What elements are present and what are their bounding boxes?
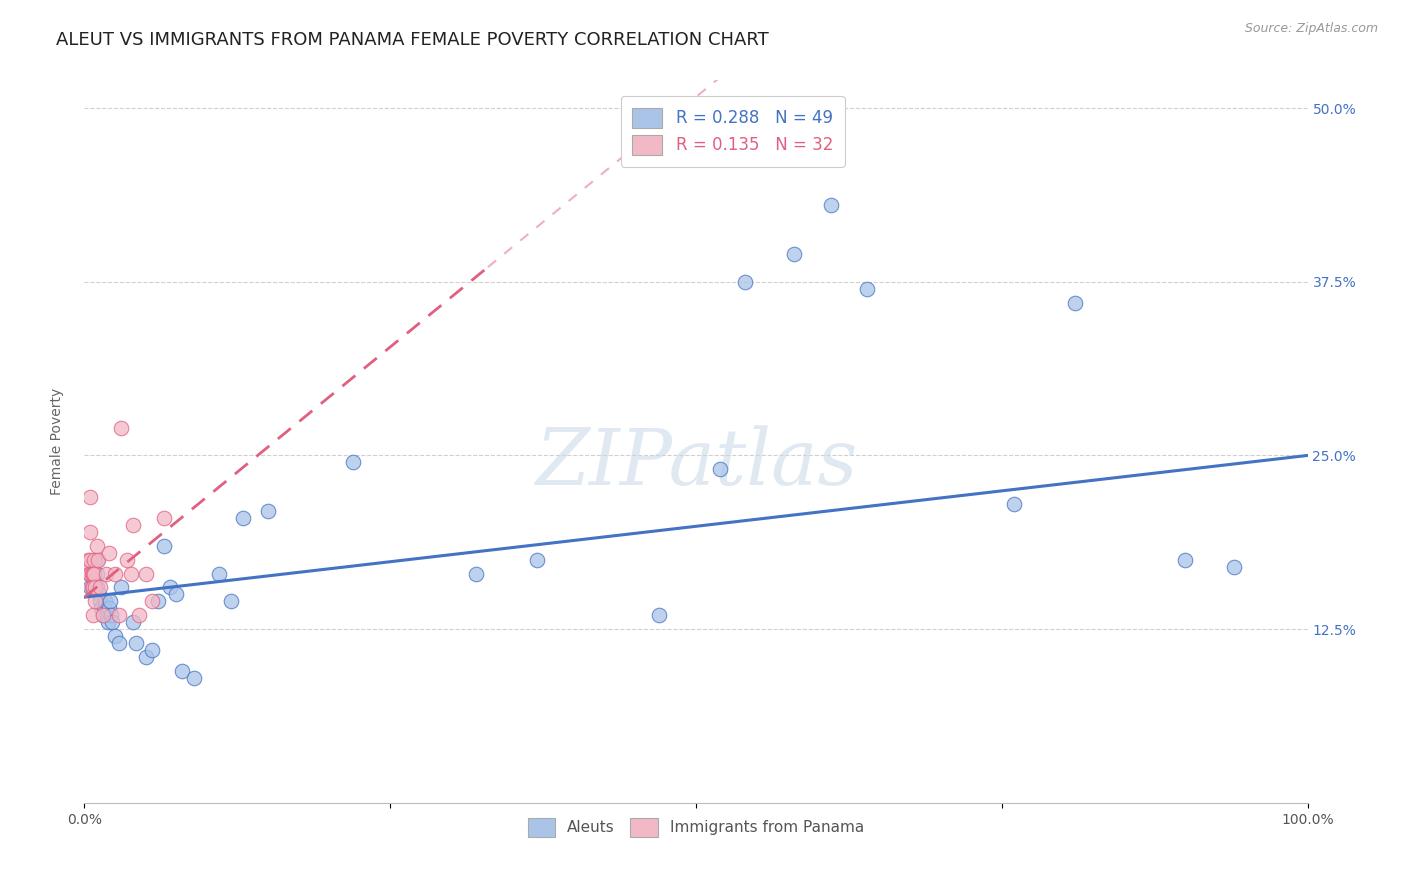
Point [82, 566, 104, 581]
Point [82, 566, 104, 581]
Point [86, 581, 108, 595]
Point [153, 511, 176, 525]
Point [84, 581, 107, 595]
Point [135, 566, 157, 581]
Point [83, 552, 105, 566]
Point [77, 552, 100, 566]
Point [80, 566, 103, 581]
Point [80, 581, 103, 595]
Point [82, 581, 104, 595]
Point [104, 566, 127, 581]
Point [783, 247, 806, 261]
Point [257, 504, 280, 518]
Point [97, 615, 120, 630]
Point [87, 552, 110, 566]
Text: ALEUT VS IMMIGRANTS FROM PANAMA FEMALE POVERTY CORRELATION CHART: ALEUT VS IMMIGRANTS FROM PANAMA FEMALE P… [56, 31, 769, 49]
Point [115, 552, 138, 566]
Point [165, 587, 187, 601]
Point [104, 629, 127, 643]
Point [97, 601, 120, 615]
Point [820, 198, 842, 212]
Point [83, 566, 105, 581]
Point [135, 649, 157, 664]
Y-axis label: Female Poverty: Female Poverty [49, 388, 63, 495]
Text: ZIPatlas: ZIPatlas [534, 425, 858, 501]
Point [79, 490, 101, 504]
Point [125, 636, 148, 650]
Point [79, 524, 101, 539]
Point [84, 594, 107, 608]
Point [464, 566, 486, 581]
Point [342, 455, 364, 469]
Point [86, 566, 108, 581]
Point [1064, 295, 1087, 310]
Point [97, 546, 120, 560]
Point [146, 594, 169, 608]
Point [84, 581, 107, 595]
Point [91, 608, 114, 623]
Point [141, 643, 163, 657]
Point [96, 608, 118, 623]
Point [648, 608, 671, 623]
Point [89, 594, 111, 608]
Point [100, 608, 122, 623]
Point [208, 566, 231, 581]
Point [1223, 559, 1246, 574]
Point [77, 566, 100, 581]
Point [98, 594, 121, 608]
Point [79, 566, 101, 581]
Point [110, 581, 132, 595]
Point [91, 608, 114, 623]
Point [77, 559, 100, 574]
Point [122, 615, 145, 630]
Point [110, 420, 132, 434]
Point [89, 581, 111, 595]
Point [709, 462, 731, 476]
Point [734, 275, 756, 289]
Point [79, 552, 101, 566]
Point [159, 581, 181, 595]
Point [153, 539, 176, 553]
Point [107, 608, 129, 623]
Point [87, 587, 110, 601]
Point [86, 539, 108, 553]
Point [526, 552, 548, 566]
Point [232, 511, 254, 525]
Point [172, 664, 194, 678]
Point [107, 636, 129, 650]
Point [122, 517, 145, 532]
Point [86, 552, 108, 566]
Point [79, 581, 101, 595]
Point [141, 594, 163, 608]
Point [856, 282, 879, 296]
Point [82, 608, 104, 623]
Point [83, 574, 105, 588]
Point [1174, 552, 1197, 566]
Text: Source: ZipAtlas.com: Source: ZipAtlas.com [1244, 22, 1378, 36]
Point [183, 671, 205, 685]
Point [94, 594, 117, 608]
Point [128, 608, 150, 623]
Legend: Aleuts, Immigrants from Panama: Aleuts, Immigrants from Panama [519, 809, 873, 846]
Point [219, 594, 242, 608]
Point [120, 566, 142, 581]
Point [96, 566, 118, 581]
Point [93, 601, 115, 615]
Point [1002, 497, 1025, 511]
Point [101, 615, 124, 630]
Point [90, 601, 112, 615]
